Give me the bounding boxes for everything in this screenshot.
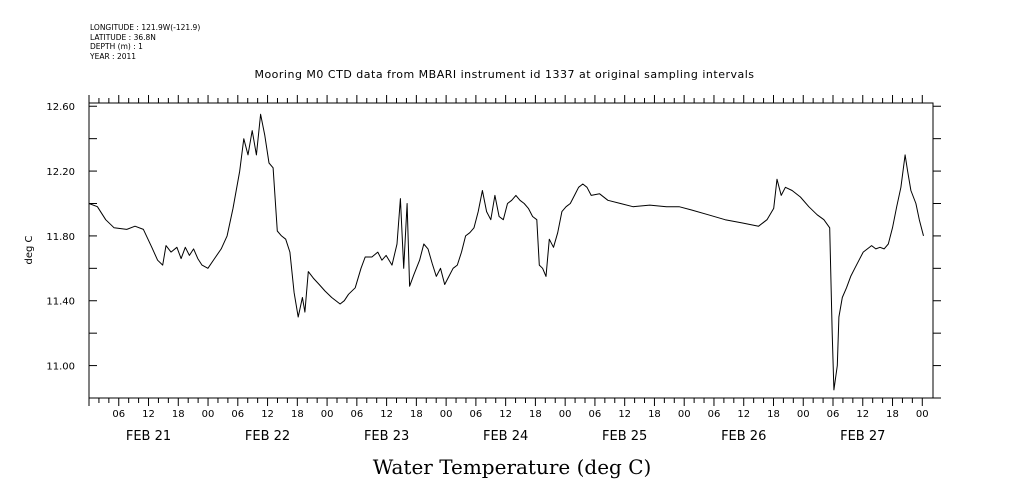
- metadata-block: LONGITUDE : 121.9W(-121.9) LATITUDE : 36…: [90, 23, 200, 61]
- plot-frame: [88, 102, 934, 399]
- x-hour-label: 18: [291, 409, 304, 420]
- x-hour-label: 00: [321, 409, 334, 420]
- x-axis: 06 12 18 00 06 12 18 00 06 12 18 00 06 12 18 00 06 12 18 00…: [88, 95, 929, 444]
- x-hour-label: 12: [261, 409, 274, 420]
- x-hour-label: 00: [678, 409, 691, 420]
- x-day-label: FEB 22: [245, 429, 290, 444]
- x-day-label: FEB 25: [602, 429, 647, 444]
- meta-depth: DEPTH (m) : 1: [90, 42, 143, 52]
- x-hour-label: 00: [797, 409, 810, 420]
- meta-year: YEAR : 2011: [90, 51, 137, 61]
- series-group: [88, 113, 924, 391]
- y-tick-label: 11.40: [46, 297, 75, 308]
- x-day-label: FEB 27: [840, 429, 885, 444]
- x-day-label: FEB 26: [721, 429, 766, 444]
- x-hour-label: 18: [529, 409, 542, 420]
- x-day-label: FEB 24: [483, 429, 528, 444]
- x-hour-label: 06: [350, 409, 363, 420]
- x-hour-label: 12: [737, 409, 750, 420]
- meta-latitude: LATITUDE : 36.8N: [90, 32, 156, 42]
- y-tick-label: 12.20: [46, 167, 75, 178]
- x-hour-label: 00: [916, 409, 929, 420]
- y-axis-label: deg C: [24, 235, 35, 264]
- x-hour-label: 06: [827, 409, 840, 420]
- x-hour-label: 00: [440, 409, 453, 420]
- x-hour-label: 12: [856, 409, 869, 420]
- x-hour-label: 00: [559, 409, 572, 420]
- x-hour-label: 12: [142, 409, 155, 420]
- x-hour-label: 06: [708, 409, 721, 420]
- chart-title: Mooring M0 CTD data from MBARI instrumen…: [254, 68, 755, 81]
- x-day-label: FEB 21: [126, 429, 171, 444]
- x-hour-label: 18: [886, 409, 899, 420]
- x-hour-label: 12: [380, 409, 393, 420]
- x-hour-label: 06: [589, 409, 602, 420]
- x-hour-label: 06: [470, 409, 483, 420]
- x-hour-label: 00: [202, 409, 215, 420]
- x-hour-label: 12: [499, 409, 512, 420]
- x-hour-label: 06: [112, 409, 125, 420]
- x-hour-label: 18: [648, 409, 661, 420]
- x-hour-label: 06: [231, 409, 244, 420]
- y-tick-label: 12.60: [46, 102, 75, 113]
- x-hour-label: 18: [410, 409, 423, 420]
- y-tick-label: 11.80: [46, 232, 75, 243]
- water-temperature-line: [88, 113, 924, 391]
- x-hour-label: 18: [767, 409, 780, 420]
- x-hour-label: 18: [172, 409, 185, 420]
- plot-border: [88, 102, 934, 399]
- x-hour-label: 12: [618, 409, 631, 420]
- y-tick-label: 11.00: [46, 362, 75, 373]
- y-axis: 11.00 11.40 11.80 12.20 12.60: [46, 102, 941, 399]
- x-day-label: FEB 23: [364, 429, 409, 444]
- meta-longitude: LONGITUDE : 121.9W(-121.9): [90, 23, 201, 32]
- x-axis-label: Water Temperature (deg C): [373, 455, 652, 479]
